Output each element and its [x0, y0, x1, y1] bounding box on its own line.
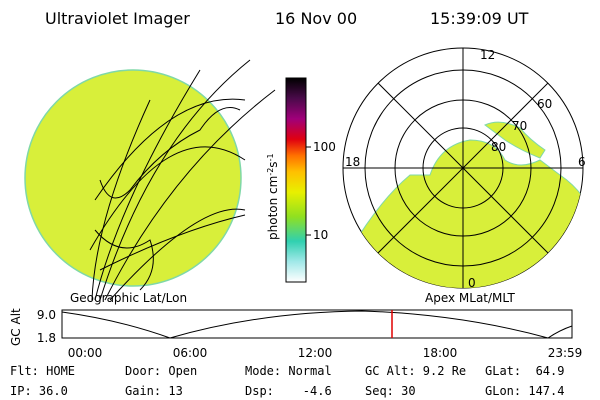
- x-label: 18:00: [423, 346, 458, 360]
- panel-label: Apex MLat/MLT: [425, 291, 515, 305]
- unit-part: -1: [266, 153, 275, 161]
- lat-label: 60: [537, 97, 552, 111]
- mlt-label: 18: [345, 155, 360, 169]
- title: Ultraviolet Imager: [45, 9, 190, 28]
- y-label: 1.8: [37, 331, 56, 345]
- status-field: Seq: 30: [365, 384, 416, 398]
- mlt-label: 0: [468, 276, 476, 290]
- mlt-label: 6: [578, 155, 586, 169]
- colorbar-tick-label: 10: [313, 228, 328, 242]
- status-field: Dsp: -4.6: [245, 384, 332, 398]
- colorbar: [285, 77, 307, 283]
- polar-plot: [342, 47, 584, 289]
- x-label: 06:00: [173, 346, 208, 360]
- status-field: GC Alt: 9.2 Re: [365, 364, 466, 378]
- x-label: 23:59: [548, 346, 583, 360]
- lat-label: 70: [512, 119, 527, 133]
- lat-label: 80: [491, 140, 506, 154]
- status-field: GLon: 147.4: [485, 384, 564, 398]
- status-field: GLat: 64.9: [485, 364, 564, 378]
- status-field: Gain: 13: [125, 384, 183, 398]
- status-field: IP: 36.0: [10, 384, 68, 398]
- unit-part: s: [266, 161, 280, 167]
- altitude-plot: [61, 309, 573, 339]
- date: 16 Nov 00: [275, 9, 357, 28]
- x-label: 12:00: [298, 346, 333, 360]
- axis-label: GC Alt: [9, 308, 23, 346]
- status-field: Door: Open: [125, 364, 197, 378]
- panel-label: Geographic Lat/Lon: [70, 291, 187, 305]
- x-label: 00:00: [68, 346, 103, 360]
- globe: [24, 59, 276, 301]
- unit-part: photon cm: [266, 176, 280, 240]
- time: 15:39:09 UT: [430, 9, 529, 28]
- status-field: Mode: Normal: [245, 364, 332, 378]
- unit-part: -2: [266, 168, 275, 176]
- colorbar-unit: photon cm-2s-1: [266, 153, 280, 240]
- status-field: Flt: HOME: [10, 364, 75, 378]
- y-label: 9.0: [37, 308, 56, 322]
- colorbar-tick-label: 100: [313, 140, 336, 154]
- mlt-label: 12: [480, 48, 495, 62]
